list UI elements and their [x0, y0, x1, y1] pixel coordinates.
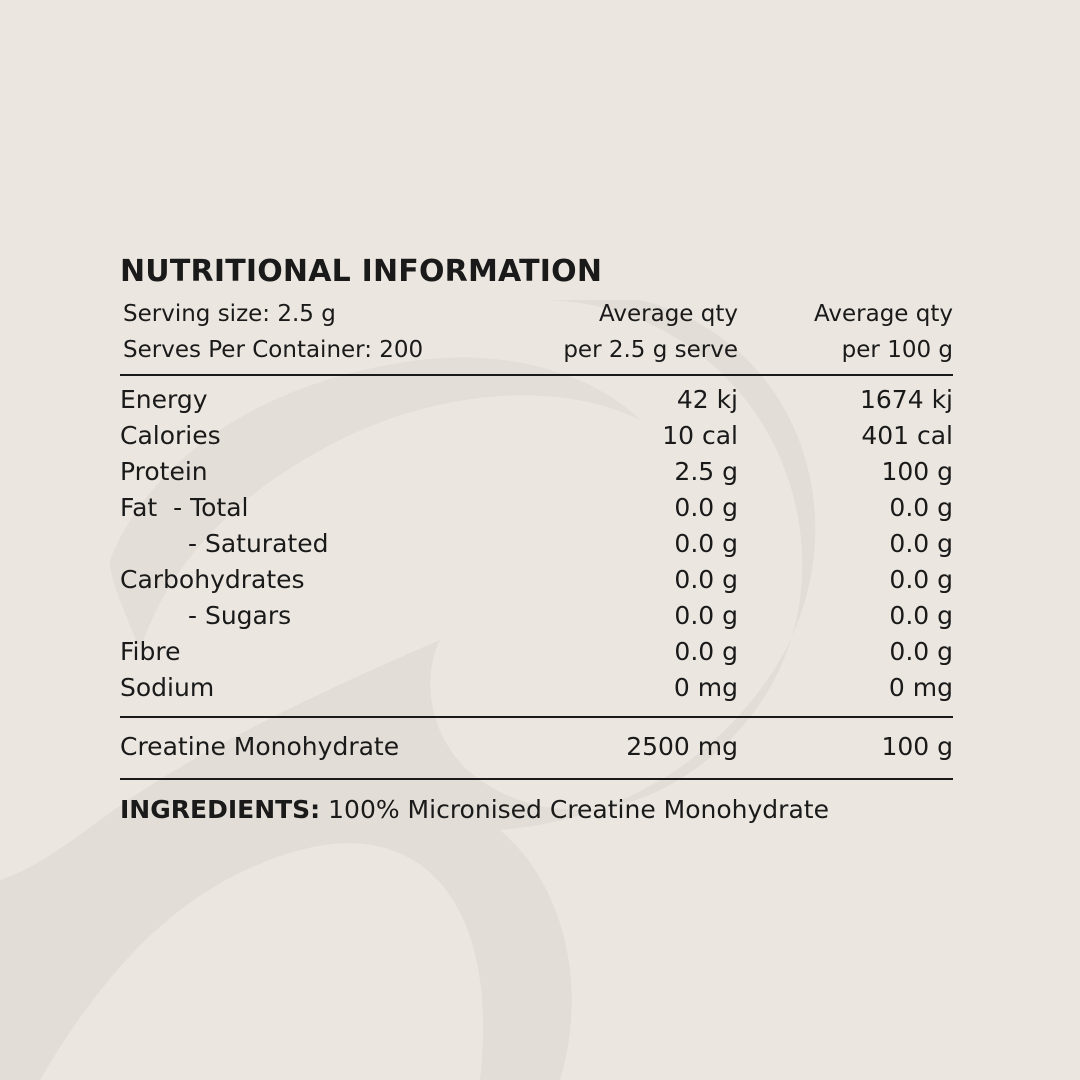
table-row: - Sugars 0.0 g 0.0 g [120, 598, 953, 634]
nutrient-label: Protein [120, 457, 208, 486]
nutrient-rows: Energy 42 kj 1674 kj Calories 10 cal 401… [120, 376, 953, 716]
column-header-per-100g-line1: Average qty [814, 301, 953, 327]
value-per-serve: 0 mg [673, 673, 738, 702]
nutrient-label: Fibre [120, 637, 181, 666]
value-per-100g: 0.0 g [889, 565, 953, 594]
value-per-100g: 0.0 g [889, 637, 953, 666]
nutrient-label: Calories [120, 421, 221, 450]
table-row: Fibre 0.0 g 0.0 g [120, 634, 953, 670]
column-header-per-serve-line1: Average qty [599, 301, 738, 327]
nutrient-label: Fat - Total [120, 493, 249, 522]
table-header: Serving size: 2.5 g Serves Per Container… [120, 294, 953, 374]
nutrient-label: Carbohydrates [120, 565, 305, 594]
column-header-per-serve: Average qty per 2.5 g serve [438, 296, 738, 368]
value-per-serve: 0.0 g [674, 565, 738, 594]
value-per-100g: 0 mg [888, 673, 953, 702]
value-per-serve: 2.5 g [674, 457, 738, 486]
value-per-100g: 0.0 g [889, 493, 953, 522]
ingredients-line: INGREDIENTS: 100% Micronised Creatine Mo… [120, 780, 953, 828]
table-row: Protein 2.5 g 100 g [120, 454, 953, 490]
ingredients-label: INGREDIENTS: [120, 795, 321, 824]
table-row: Sodium 0 mg 0 mg [120, 670, 953, 706]
value-per-serve: 0.0 g [674, 529, 738, 558]
creatine-per-serve: 2500 mg [626, 732, 738, 761]
nutrient-label: Energy [120, 385, 208, 414]
value-per-serve: 10 cal [662, 421, 738, 450]
creatine-row: Creatine Monohydrate 2500 mg 100 g [120, 718, 953, 778]
table-row: Fat - Total 0.0 g 0.0 g [120, 490, 953, 526]
nutrient-label: - Sugars [188, 601, 292, 630]
serving-size: Serving size: 2.5 g [123, 301, 336, 327]
table-row: Carbohydrates 0.0 g 0.0 g [120, 562, 953, 598]
creatine-label: Creatine Monohydrate [120, 732, 400, 761]
column-header-per-serve-line2: per 2.5 g serve [563, 337, 738, 363]
divider [120, 374, 953, 376]
table-row: Energy 42 kj 1674 kj [120, 382, 953, 418]
nutrient-label: Sodium [120, 673, 215, 702]
value-per-100g: 401 cal [861, 421, 953, 450]
ingredients-text: 100% Micronised Creatine Monohydrate [328, 795, 829, 824]
divider [120, 778, 953, 780]
nutrient-label: - Saturated [188, 529, 329, 558]
value-per-100g: 100 g [881, 457, 953, 486]
value-per-100g: 0.0 g [889, 529, 953, 558]
value-per-100g: 1674 kj [860, 385, 953, 414]
table-row: Calories 10 cal 401 cal [120, 418, 953, 454]
serves-per-container: Serves Per Container: 200 [123, 337, 424, 363]
value-per-serve: 42 kj [676, 385, 738, 414]
nutrition-panel: NUTRITIONAL INFORMATION Serving size: 2.… [120, 252, 953, 828]
value-per-serve: 0.0 g [674, 637, 738, 666]
creatine-per-100g: 100 g [881, 732, 953, 761]
serving-info: Serving size: 2.5 g Serves Per Container… [120, 296, 438, 368]
column-header-per-100g-line2: per 100 g [841, 337, 953, 363]
column-header-per-100g: Average qty per 100 g [738, 296, 953, 368]
table-row: - Saturated 0.0 g 0.0 g [120, 526, 953, 562]
panel-title: NUTRITIONAL INFORMATION [120, 254, 603, 289]
value-per-serve: 0.0 g [674, 601, 738, 630]
divider [120, 716, 953, 718]
value-per-100g: 0.0 g [889, 601, 953, 630]
value-per-serve: 0.0 g [674, 493, 738, 522]
